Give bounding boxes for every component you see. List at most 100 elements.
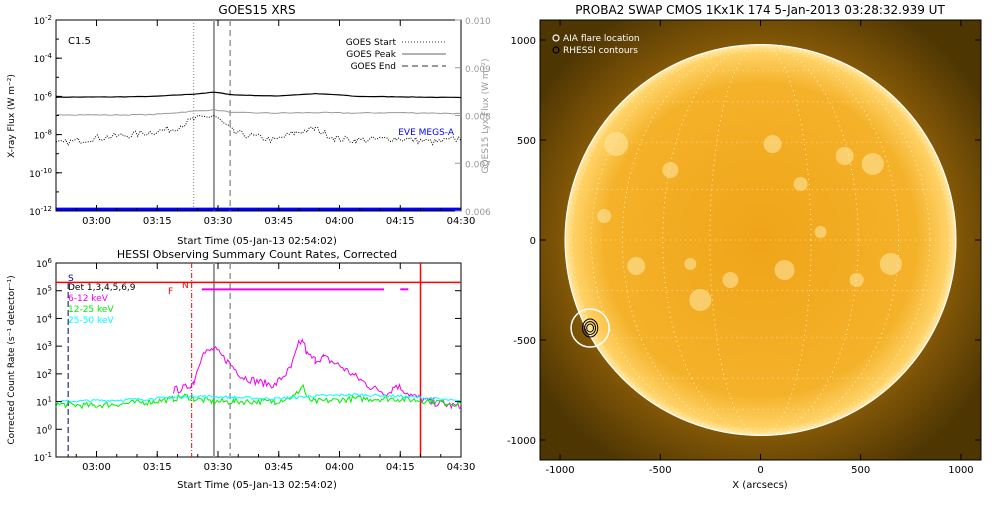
x-tick-label: 04:30 [447, 216, 476, 227]
flag-n: N [182, 281, 189, 291]
right-tick-label: 0.007 [465, 160, 491, 170]
y-tick-label: 105 [36, 285, 52, 298]
y-tick-label: 500 [517, 136, 536, 147]
y-tick-label: 10-12 [29, 205, 52, 218]
aia-flare-circle [570, 308, 610, 348]
hessi-x-ticks: 03:00 03:15 03:30 03:45 04:00 04:15 04:30 [55, 263, 476, 473]
x-tick-label: 03:00 [82, 216, 111, 227]
active-region [689, 288, 712, 312]
x-tick-label: 03:15 [143, 216, 172, 227]
hessi-x-label: Start Time (05-Jan-13 02:54:02) [177, 480, 337, 491]
active-region [684, 257, 697, 271]
longitude-line [662, 44, 859, 436]
x-tick-label: 03:45 [264, 216, 293, 227]
goes-x-label: Start Time (05-Jan-13 02:54:02) [177, 236, 337, 247]
swap-legend: AIA flare location RHESSI contours [552, 34, 640, 56]
swap-y-ticks: -1000 -500 0 500 1000 [507, 36, 981, 447]
hessi-y-label: Corrected Count Rate (s⁻¹ detector⁻¹) [7, 275, 17, 444]
right-tick-label: 0.009 [465, 65, 491, 75]
y-tick-label: 0 [530, 236, 536, 247]
active-region [774, 259, 795, 281]
goes-series [55, 91, 462, 211]
limb-outline [564, 43, 957, 437]
rhessi-contour [581, 318, 599, 338]
series-line-6-12-kev [172, 337, 462, 410]
right-tick-label: 0.008 [465, 113, 491, 123]
x-tick-label: 04:30 [447, 462, 476, 473]
goes-y-label: X-ray Flux (W m⁻²) [7, 74, 17, 158]
x-tick-label: 03:45 [264, 462, 293, 473]
swap-image-panel: PROBA2 SWAP CMOS 1Kx1K 174 5-Jan-2013 03… [507, 3, 982, 491]
series-line-lyman-alpha [55, 108, 462, 116]
active-region [849, 272, 864, 288]
active-region [763, 134, 782, 154]
active-regions [597, 131, 902, 312]
goes-right-ticks: 0.010 0.009 0.008 0.007 0.006 [455, 17, 491, 218]
swap-legend-label: RHESSI contours [563, 46, 638, 56]
y-tick-label: 10-6 [34, 90, 53, 103]
hessi-legend-label: 25-50 keV [68, 316, 114, 326]
x-tick-label: 1000 [948, 465, 973, 476]
hessi-title: HESSI Observing Summary Count Rates, Cor… [117, 248, 397, 261]
y-tick-label: 10-4 [34, 52, 53, 65]
active-region [861, 152, 884, 176]
flag-f: F [168, 287, 173, 297]
goes-x-ticks: 03:00 03:15 03:30 03:45 04:00 04:15 04:30 [55, 20, 476, 227]
hessi-legend-label: 12-25 keV [68, 305, 114, 315]
hessi-legend-label: Det 1,3,4,5,6,9 [68, 283, 136, 293]
active-region [627, 256, 646, 276]
y-tick-label: 106 [36, 257, 52, 270]
x-tick-label: 04:00 [325, 216, 354, 227]
swap-x-label: X (arcsecs) [732, 480, 788, 491]
x-tick-label: -1000 [546, 465, 575, 476]
flag-s: S [68, 274, 74, 284]
active-region [604, 131, 629, 157]
goes-legend: GOES Start GOES Peak GOES End [346, 38, 446, 72]
y-tick-label: 10-10 [29, 167, 52, 180]
swap-legend-label: AIA flare location [563, 34, 640, 44]
y-tick-label: 1000 [511, 36, 536, 47]
hessi-series [55, 281, 462, 410]
rhessi-contour [584, 321, 597, 335]
flare-class-annotation: C1.5 [68, 36, 91, 47]
goes-y-ticks: 10-12 10-10 10-8 10-6 10-4 10-2 [29, 14, 62, 218]
right-tick-label: 0.006 [465, 208, 491, 218]
swap-legend-swatch [552, 46, 560, 54]
hessi-legend-label: 6-12 keV [68, 294, 109, 304]
goes-legend-label: GOES Start [346, 38, 397, 48]
series-line-short [55, 114, 462, 147]
active-region [879, 252, 902, 276]
active-region [793, 176, 808, 192]
x-tick-label: -500 [649, 465, 672, 476]
goes-xrs-panel: GOES15 XRS 03:00 03:15 03:30 03:45 04:00 04:1… [7, 3, 491, 247]
active-region [814, 225, 827, 239]
hessi-y-ticks: 10-1 100 101 102 103 104 105 106 [34, 257, 461, 464]
longitude-line [621, 44, 900, 436]
x-tick-label: 04:15 [386, 216, 415, 227]
y-tick-label: 10-1 [34, 451, 52, 464]
x-tick-label: 03:15 [143, 462, 172, 473]
rhessi-contour [586, 323, 595, 333]
active-region [597, 208, 612, 224]
goes-plot-frame [55, 19, 462, 212]
y-tick-label: 101 [36, 396, 52, 409]
active-region [662, 161, 679, 179]
y-tick-label: 104 [36, 312, 52, 325]
x-tick-label: 500 [851, 465, 870, 476]
y-tick-label: 103 [36, 340, 52, 353]
right-tick-label: 0.010 [465, 17, 491, 27]
x-tick-label: 03:00 [82, 462, 111, 473]
y-tick-label: 10-2 [34, 14, 52, 27]
y-tick-label: -1000 [507, 436, 536, 447]
x-tick-label: 04:15 [386, 462, 415, 473]
series-line-long [55, 91, 462, 99]
swap-x-ticks: -1000 -500 0 500 1000 [546, 20, 974, 476]
hessi-marker-lines [67, 263, 422, 457]
goes-legend-label: GOES End [351, 62, 396, 72]
y-tick-label: -500 [513, 336, 536, 347]
eve-megs-label: EVE MEGS-A [398, 128, 455, 138]
hessi-panel: HESSI Observing Summary Count Rates, Cor… [7, 248, 475, 491]
